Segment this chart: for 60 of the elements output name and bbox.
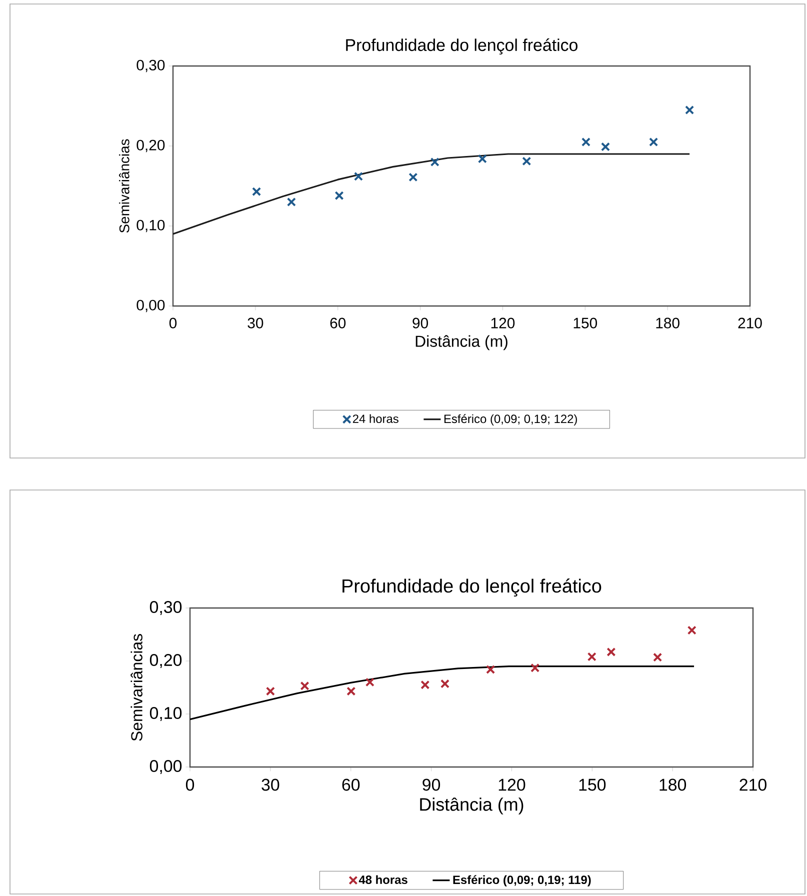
- point: [600, 142, 610, 152]
- x-tick-label: 60: [342, 778, 360, 791]
- legend-label: 24 horas: [352, 414, 398, 424]
- legend-label: Esférico (0,09; 0,19; 122): [444, 414, 577, 426]
- line-series: [173, 153, 690, 235]
- point: [420, 680, 430, 690]
- point: [354, 172, 363, 181]
- x-tick-label: 30: [248, 318, 264, 328]
- point: [408, 172, 418, 182]
- x-tick-label: 120: [491, 318, 515, 328]
- x-tick-label: 180: [660, 778, 686, 791]
- x-tick-label: 60: [330, 318, 346, 328]
- point: [687, 626, 696, 635]
- point: [286, 197, 296, 207]
- y-tick-label: 0,30: [136, 60, 165, 72]
- chart-title: Profundidade do lençol freático: [342, 578, 602, 596]
- y-tick-label: 0,20: [136, 140, 165, 152]
- point: [606, 647, 616, 657]
- y-tick-label: 0,00: [136, 300, 165, 312]
- point: [300, 681, 310, 690]
- y-tick-label: 0,00: [150, 760, 182, 774]
- point: [365, 678, 374, 687]
- legend-label: 48 horas: [358, 875, 408, 884]
- y-tick-label: 0,10: [136, 220, 165, 232]
- x-tick-label: 210: [738, 318, 762, 328]
- chart-title: Profundidade do lençol freático: [346, 38, 578, 54]
- x-tick-label: 150: [579, 778, 606, 791]
- point: [486, 664, 496, 674]
- x-tick-label: 120: [498, 778, 526, 791]
- point: [685, 105, 694, 115]
- x-tick-label: 30: [262, 778, 280, 791]
- x-tick-label: 180: [656, 318, 680, 328]
- x-tick-label: 210: [740, 778, 766, 791]
- y-tick-label: 0,10: [150, 706, 182, 721]
- x-tick-label: 90: [422, 778, 440, 791]
- point: [587, 652, 596, 662]
- point: [530, 663, 540, 672]
- x-tick-label: 90: [412, 318, 428, 328]
- point: [478, 154, 487, 164]
- x-axis-title: Distância (m): [420, 798, 524, 814]
- point: [430, 157, 440, 167]
- point: [581, 137, 591, 147]
- x-axis-title: Distância (m): [416, 335, 508, 350]
- x-tick-label: 0: [169, 318, 177, 328]
- point: [649, 137, 658, 147]
- point: [266, 686, 275, 696]
- y-axis-title: Semivariâncias: [130, 634, 142, 741]
- point: [252, 187, 262, 196]
- line-series: [190, 665, 695, 720]
- legend-label: Esférico (0,09; 0,19; 119): [453, 875, 591, 886]
- point: [440, 679, 450, 688]
- point: [334, 191, 344, 200]
- point: [346, 686, 356, 696]
- x-tick-label: 150: [574, 318, 598, 328]
- point: [653, 652, 662, 662]
- point: [522, 156, 532, 166]
- x-tick-label: 0: [186, 778, 194, 791]
- y-tick-label: 0,30: [150, 600, 182, 615]
- y-tick-label: 0,20: [150, 654, 182, 668]
- y-axis-title: Semivariâncias: [119, 139, 130, 233]
